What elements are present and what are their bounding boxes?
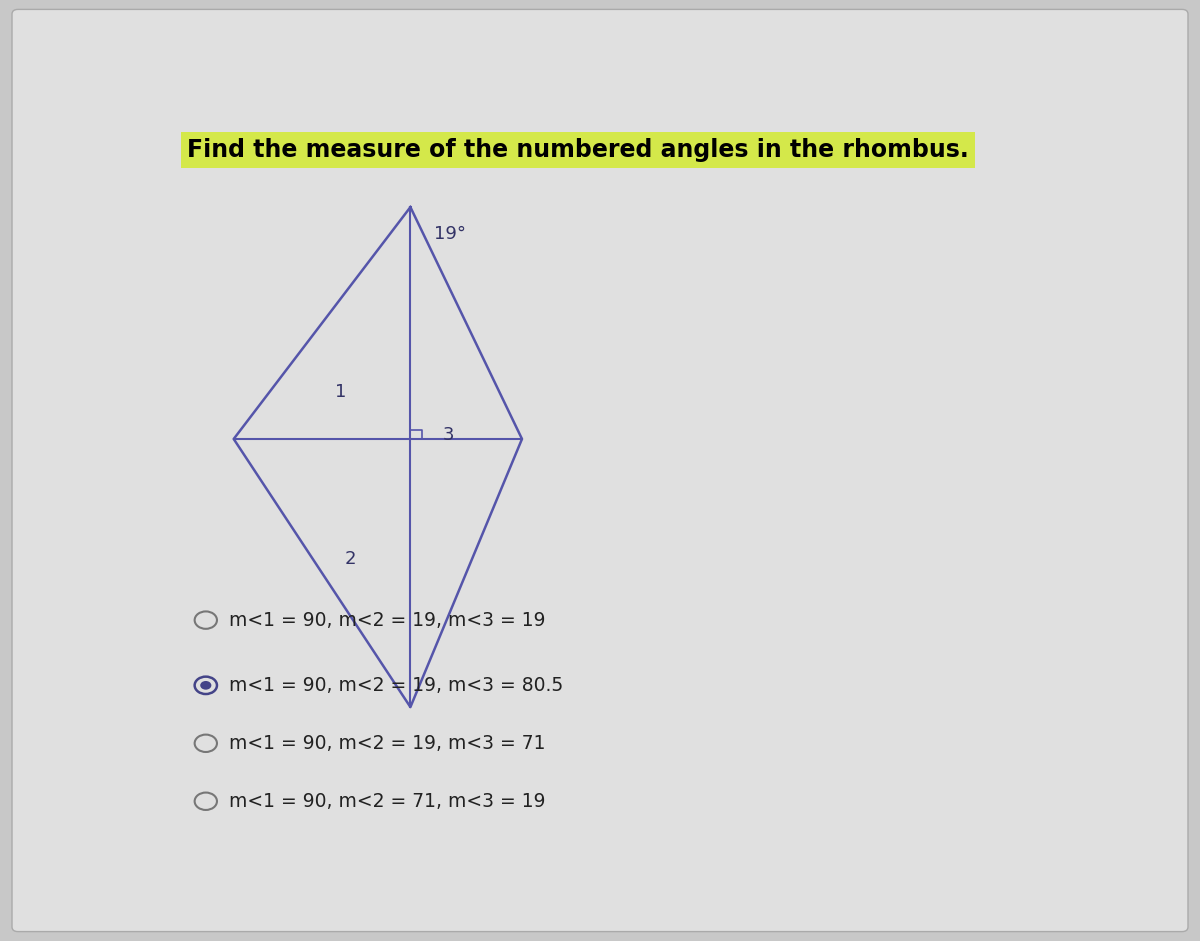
Text: Find the measure of the numbered angles in the rhombus.: Find the measure of the numbered angles … [187,138,968,162]
Text: m<1 = 90, m<2 = 19, m<3 = 19: m<1 = 90, m<2 = 19, m<3 = 19 [229,611,546,630]
Text: m<1 = 90, m<2 = 19, m<3 = 71: m<1 = 90, m<2 = 19, m<3 = 71 [229,734,546,753]
Text: 2: 2 [344,550,355,567]
Text: 1: 1 [335,383,347,401]
FancyBboxPatch shape [12,9,1188,932]
Text: m<1 = 90, m<2 = 19, m<3 = 80.5: m<1 = 90, m<2 = 19, m<3 = 80.5 [229,676,563,694]
Circle shape [200,681,211,690]
Text: 3: 3 [443,426,455,444]
Text: m<1 = 90, m<2 = 71, m<3 = 19: m<1 = 90, m<2 = 71, m<3 = 19 [229,791,546,811]
Text: 19°: 19° [433,225,466,243]
